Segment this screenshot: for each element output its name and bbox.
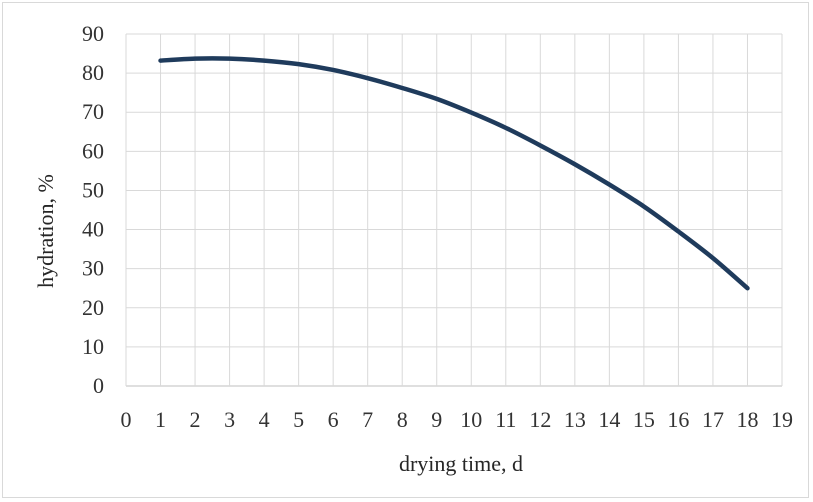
data-point bbox=[676, 230, 680, 234]
x-tick-label: 10 bbox=[460, 407, 482, 432]
data-point bbox=[193, 57, 197, 61]
x-tick-label: 9 bbox=[431, 407, 442, 432]
x-tick-label: 17 bbox=[702, 407, 724, 432]
x-tick-label: 15 bbox=[633, 407, 655, 432]
x-tick-label: 14 bbox=[598, 407, 620, 432]
y-tick-label: 50 bbox=[82, 177, 104, 202]
data-point bbox=[642, 204, 646, 208]
x-tick-label: 16 bbox=[667, 407, 689, 432]
x-tick-label: 7 bbox=[362, 407, 373, 432]
x-tick-label: 18 bbox=[736, 407, 758, 432]
x-tick-label: 12 bbox=[529, 407, 551, 432]
data-point bbox=[607, 183, 611, 187]
grid-layer bbox=[125, 33, 783, 387]
data-point bbox=[538, 143, 542, 147]
y-tick-label: 40 bbox=[82, 217, 104, 242]
x-tick-labels: 0 1 2 3 4 5 6 7 8 9 10 11 12 13 14 15 16 17 18 19 bbox=[121, 407, 794, 432]
x-tick-label: 4 bbox=[259, 407, 270, 432]
x-tick-label: 5 bbox=[293, 407, 304, 432]
x-tick-label: 3 bbox=[224, 407, 235, 432]
data-point bbox=[297, 62, 301, 66]
y-tick-label: 0 bbox=[93, 373, 104, 398]
y-tick-label: 90 bbox=[82, 21, 104, 46]
data-point bbox=[331, 68, 335, 72]
data-point bbox=[366, 76, 370, 80]
y-tick-label: 20 bbox=[82, 295, 104, 320]
y-tick-label: 30 bbox=[82, 256, 104, 281]
x-tick-label: 19 bbox=[771, 407, 793, 432]
x-tick-label: 13 bbox=[564, 407, 586, 432]
x-tick-label: 0 bbox=[121, 407, 132, 432]
y-axis-title: hydration, % bbox=[33, 174, 58, 288]
x-tick-label: 11 bbox=[495, 407, 516, 432]
y-tick-label: 70 bbox=[82, 99, 104, 124]
x-axis-title: drying time, d bbox=[399, 451, 523, 476]
y-tick-label: 80 bbox=[82, 60, 104, 85]
data-point bbox=[745, 286, 749, 290]
data-point bbox=[159, 59, 163, 63]
series-layer bbox=[158, 56, 750, 291]
data-point bbox=[228, 57, 232, 61]
data-point bbox=[711, 256, 715, 260]
x-tick-label: 6 bbox=[328, 407, 339, 432]
y-tick-label: 60 bbox=[82, 138, 104, 163]
x-tick-label: 2 bbox=[190, 407, 201, 432]
series-line bbox=[158, 56, 750, 291]
data-point bbox=[400, 86, 404, 90]
data-point bbox=[573, 162, 577, 166]
x-tick-label: 8 bbox=[397, 407, 408, 432]
x-tick-label: 1 bbox=[155, 407, 166, 432]
y-tick-labels: 0 10 20 30 40 50 60 70 80 90 bbox=[82, 21, 104, 398]
data-point bbox=[435, 97, 439, 101]
data-point bbox=[469, 111, 473, 115]
y-tick-label: 10 bbox=[82, 334, 104, 359]
data-point bbox=[262, 59, 266, 63]
data-point bbox=[504, 126, 508, 130]
